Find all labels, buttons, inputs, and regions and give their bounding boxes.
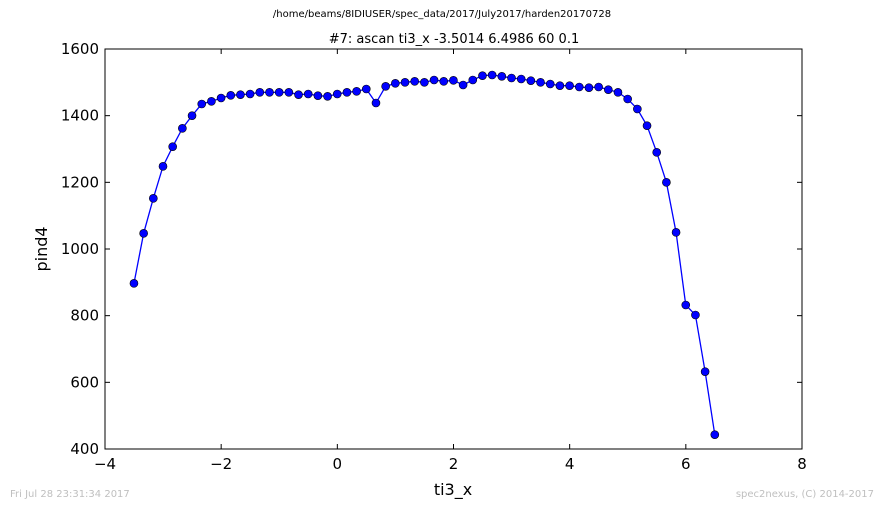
data-point (555, 81, 565, 90)
data-point (400, 78, 410, 87)
data-point (478, 71, 487, 80)
data-point (410, 77, 419, 86)
data-point (323, 92, 332, 101)
data-point (584, 83, 594, 92)
x-axis: −4 −2 0 2 4 6 8 (94, 49, 807, 473)
data-point (691, 310, 700, 320)
x-tick-label: 8 (797, 455, 807, 473)
data-point (594, 82, 603, 92)
y-axis-label: pind4 (32, 226, 51, 271)
data-point (313, 91, 323, 100)
data-point (342, 88, 352, 97)
x-tick-label: 0 (333, 455, 343, 473)
data-point (516, 74, 526, 84)
data-point (449, 76, 458, 85)
data-point (458, 80, 468, 90)
data-point (671, 228, 681, 237)
x-tick-label: 2 (449, 455, 459, 473)
data-point (265, 88, 274, 97)
data-point (361, 84, 371, 94)
data-point (420, 78, 429, 87)
data-point (536, 78, 545, 87)
data-point (497, 72, 507, 81)
data-point (332, 89, 342, 99)
y-axis: 400 600 800 1000 1200 1400 1600 (61, 40, 802, 458)
data-point (429, 75, 439, 85)
y-tick-label: 600 (70, 373, 99, 391)
data-point (565, 81, 574, 90)
data-point (168, 142, 177, 151)
data-point (371, 98, 381, 108)
data-point (604, 85, 613, 94)
data-point (245, 89, 255, 99)
data-point (274, 88, 284, 97)
y-tick-label: 1600 (61, 40, 99, 58)
data-point (216, 93, 226, 103)
data-point (352, 87, 361, 96)
data-point (139, 229, 148, 238)
data-point (226, 91, 236, 100)
data-point (468, 75, 478, 85)
x-tick-label: 4 (565, 455, 575, 473)
footer-credit: spec2nexus, (C) 2014-2017 (735, 489, 874, 500)
x-tick-label: −4 (94, 455, 116, 473)
data-point (574, 82, 584, 92)
data-point (545, 79, 555, 89)
data-point (613, 88, 623, 97)
data-point (391, 79, 400, 88)
data-point (236, 90, 245, 99)
y-tick-label: 800 (70, 307, 99, 325)
series-line (133, 74, 716, 435)
data-point (439, 77, 449, 86)
figure-suptitle: /home/beams/8IDIUSER/spec_data/2017/July… (272, 9, 612, 20)
y-tick-label: 1200 (61, 173, 99, 191)
x-tick-label: −2 (210, 455, 232, 473)
data-point (294, 90, 303, 99)
data-point (149, 194, 158, 203)
chart-title: #7: ascan ti3_x -3.5014 6.4986 60 0.1 (329, 32, 580, 47)
data-point (681, 300, 691, 310)
data-point (710, 430, 720, 439)
footer-timestamp: Fri Jul 28 23:31:34 2017 (10, 489, 130, 500)
data-point (642, 121, 652, 130)
data-point (526, 76, 536, 85)
data-point (507, 73, 516, 83)
data-point (284, 88, 294, 97)
data-point (197, 99, 207, 109)
plot-frame (104, 48, 803, 450)
data-point (303, 89, 313, 99)
data-point (700, 367, 710, 376)
y-tick-label: 1400 (61, 107, 99, 125)
data-point (187, 111, 197, 120)
data-point (255, 88, 265, 97)
data-point (129, 279, 139, 288)
series-layer (129, 70, 720, 439)
data-point (662, 178, 671, 187)
data-point (633, 104, 642, 114)
data-point (207, 97, 216, 106)
data-point (178, 124, 187, 133)
y-tick-label: 1000 (61, 240, 99, 258)
data-point (381, 82, 390, 91)
data-point (652, 148, 662, 157)
data-point (158, 162, 168, 171)
data-point (487, 70, 497, 80)
data-point (623, 94, 632, 104)
x-tick-label: 6 (681, 455, 691, 473)
x-axis-label: ti3_x (434, 480, 472, 500)
y-tick-label: 400 (70, 440, 99, 458)
